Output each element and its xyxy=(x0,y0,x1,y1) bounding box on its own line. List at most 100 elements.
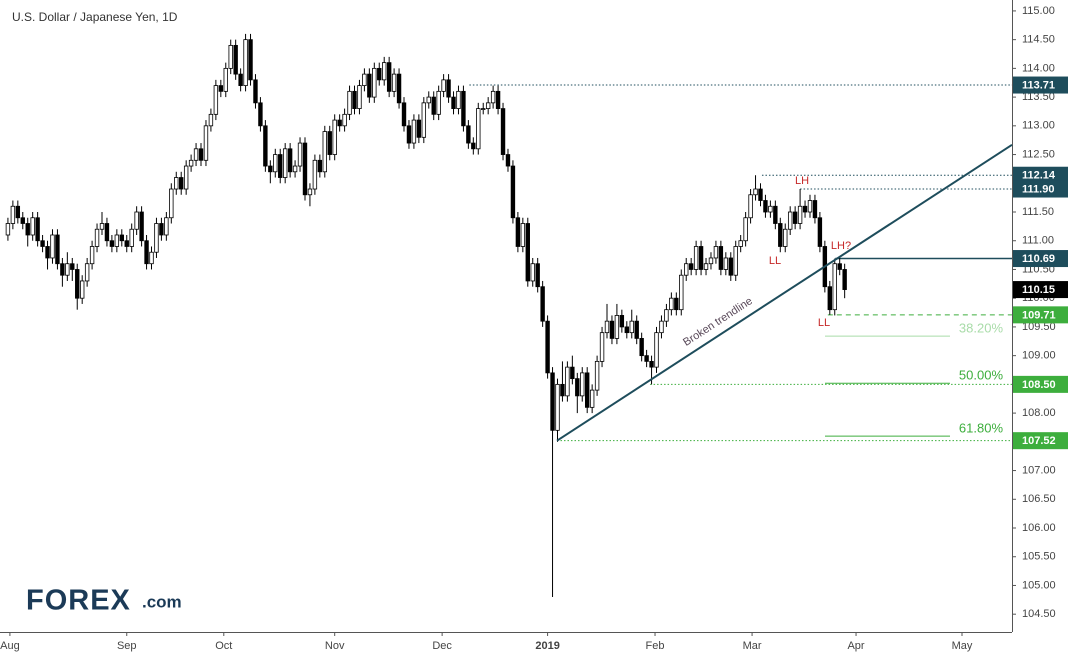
y-tick-label: 107.00 xyxy=(1022,464,1056,476)
candle-body xyxy=(669,297,674,311)
candle-body xyxy=(481,108,486,110)
candle-body xyxy=(565,366,570,397)
y-tick-label: 106.50 xyxy=(1022,493,1056,505)
candle-body xyxy=(243,39,248,87)
candle-body xyxy=(773,205,778,224)
candle-body xyxy=(174,177,179,190)
x-tick-label: Feb xyxy=(646,640,665,652)
candle-body xyxy=(292,165,298,173)
trendline xyxy=(556,143,1013,442)
candle-body xyxy=(545,320,550,374)
price-badge-label: 109.71 xyxy=(1022,309,1056,321)
candle-body xyxy=(555,383,560,431)
candle-body xyxy=(213,85,219,115)
candle-body xyxy=(307,188,313,196)
candle-body xyxy=(743,217,748,242)
candle-body xyxy=(372,67,377,98)
candle-body xyxy=(154,223,159,253)
price-badge-label: 110.15 xyxy=(1022,284,1055,296)
candle-body xyxy=(421,102,427,138)
candle-body xyxy=(703,263,709,270)
price-badge xyxy=(1013,250,1068,268)
candle-body xyxy=(540,286,545,322)
candle-body xyxy=(659,320,664,334)
y-tick-label: 114.00 xyxy=(1022,62,1055,74)
candle-body xyxy=(738,240,743,247)
candle-body xyxy=(456,90,461,109)
candle-body xyxy=(485,102,491,109)
fib-label: 38.20% xyxy=(959,321,1004,336)
candle-body xyxy=(367,73,372,98)
x-tick-label: Apr xyxy=(847,640,864,652)
candle-body xyxy=(619,315,625,328)
candle-body xyxy=(406,125,412,144)
candle-body xyxy=(263,125,268,167)
candle-body xyxy=(218,85,224,92)
candle-body xyxy=(401,102,407,127)
candle-body xyxy=(812,200,818,219)
candle-body xyxy=(312,159,318,190)
candle-body xyxy=(461,90,466,127)
x-tick-label: Nov xyxy=(325,640,345,652)
candle-body xyxy=(124,240,129,247)
candle-body xyxy=(639,338,644,357)
price-badge-label: 111.90 xyxy=(1022,183,1054,195)
candle-body xyxy=(510,165,516,219)
candle-body xyxy=(317,159,323,173)
candle-body xyxy=(362,73,367,87)
brand-logo: FOREX xyxy=(26,585,131,617)
candle-body xyxy=(188,159,194,167)
candle-body xyxy=(20,217,25,224)
candle-body xyxy=(624,326,630,334)
candle-body xyxy=(446,79,451,98)
price-badge-label: 110.69 xyxy=(1022,253,1055,265)
candle-body xyxy=(55,234,60,265)
candle-body xyxy=(674,297,679,311)
candle-body xyxy=(693,246,699,270)
candle-body xyxy=(391,73,397,92)
price-badge xyxy=(1013,166,1068,184)
price-badge xyxy=(1013,180,1068,198)
candle-body xyxy=(129,228,134,247)
candle-body xyxy=(436,90,441,115)
x-tick-label: Mar xyxy=(743,640,762,652)
candle-body xyxy=(708,257,714,265)
candle-body xyxy=(500,108,506,155)
candle-body xyxy=(580,372,585,397)
candle-body xyxy=(589,389,595,408)
price-badge-label: 107.52 xyxy=(1022,435,1056,447)
candle-body xyxy=(139,211,144,242)
y-tick-label: 111.50 xyxy=(1022,206,1054,218)
candle-body xyxy=(817,217,823,247)
candle-body xyxy=(382,62,387,81)
candle-body xyxy=(778,223,783,247)
candle-body xyxy=(233,44,238,75)
candle-body xyxy=(134,211,139,230)
candle-body xyxy=(614,315,620,339)
candle-body xyxy=(525,223,530,282)
price-badge xyxy=(1013,375,1068,393)
x-tick-label: Dec xyxy=(432,640,452,652)
candle-body xyxy=(584,372,590,408)
candle-body xyxy=(45,246,50,259)
candle-body xyxy=(84,263,90,282)
candle-body xyxy=(15,205,21,219)
candle-body xyxy=(114,234,120,247)
candle-body xyxy=(649,360,654,368)
y-tick-label: 109.50 xyxy=(1022,321,1056,333)
candle-body xyxy=(79,280,85,299)
y-tick-label: 113.00 xyxy=(1022,120,1055,132)
candle-body xyxy=(763,200,768,213)
candle-body xyxy=(5,223,11,236)
candle-body xyxy=(837,263,842,270)
candle-body xyxy=(664,309,669,322)
x-tick-label: Aug xyxy=(0,640,20,652)
y-tick-label: 105.50 xyxy=(1022,551,1056,563)
candle-body xyxy=(604,320,610,334)
candle-body xyxy=(520,223,526,247)
candle-body xyxy=(94,228,100,247)
candle-body xyxy=(10,205,16,224)
candle-body xyxy=(411,119,417,144)
